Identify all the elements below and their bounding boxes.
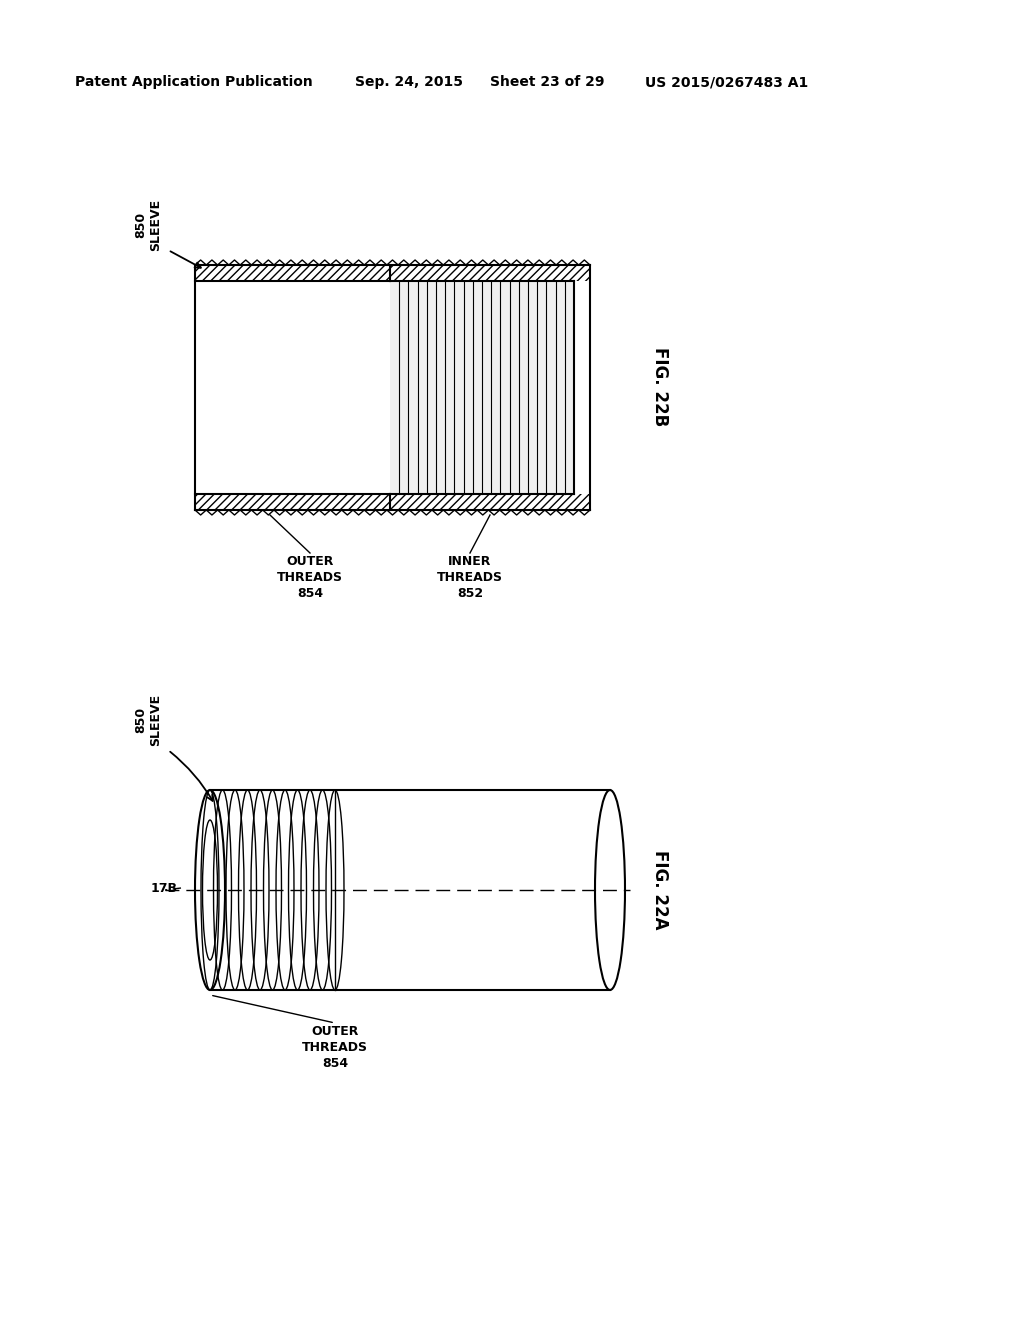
Text: INNER
THREADS
852: INNER THREADS 852 <box>437 554 503 601</box>
Text: Sep. 24, 2015: Sep. 24, 2015 <box>355 75 463 88</box>
Bar <box>390 494 590 510</box>
Text: SLEEVE: SLEEVE <box>150 694 163 746</box>
Text: 17B: 17B <box>151 882 178 895</box>
Text: US 2015/0267483 A1: US 2015/0267483 A1 <box>645 75 808 88</box>
Bar <box>390 281 574 494</box>
Text: FIG. 22B: FIG. 22B <box>651 347 669 426</box>
Text: Sheet 23 of 29: Sheet 23 of 29 <box>490 75 604 88</box>
Text: SLEEVE: SLEEVE <box>150 199 163 251</box>
Text: 850: 850 <box>134 708 147 733</box>
Bar <box>195 265 390 281</box>
Text: FIG. 22A: FIG. 22A <box>651 850 669 929</box>
Text: Patent Application Publication: Patent Application Publication <box>75 75 312 88</box>
Text: OUTER
THREADS
854: OUTER THREADS 854 <box>302 1026 368 1071</box>
Bar <box>195 494 390 510</box>
Bar <box>390 265 590 281</box>
Text: OUTER
THREADS
854: OUTER THREADS 854 <box>278 554 343 601</box>
Text: 850: 850 <box>134 213 147 238</box>
